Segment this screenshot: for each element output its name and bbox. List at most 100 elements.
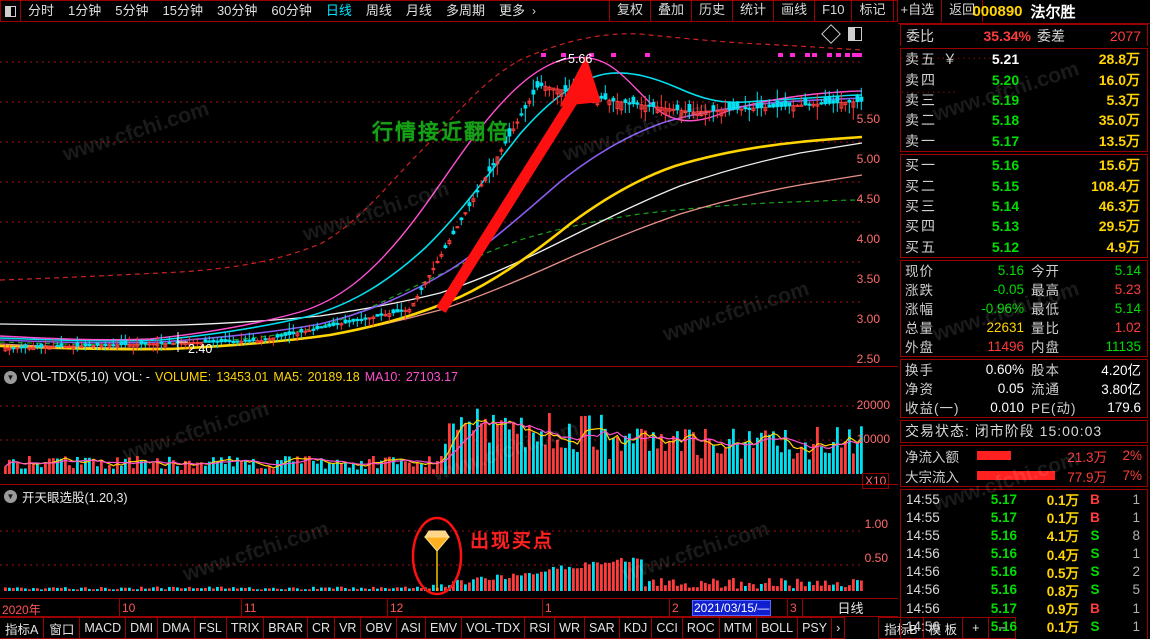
indicator-tab-wr[interactable]: WR	[554, 617, 585, 639]
volume-indicator-header: ▼ VOL-TDX(5,10) VOL: - VOLUME: 13453.01 …	[4, 370, 458, 384]
tick-row[interactable]: 14:55 5.17 0.1万 B 1	[901, 490, 1147, 509]
ask-volume-4: 35.0万	[1098, 112, 1140, 129]
period-tab-5[interactable]: 60分钟	[271, 3, 312, 18]
tool-button-8[interactable]: 返回	[941, 0, 984, 22]
tick-row[interactable]: 14:55 5.16 4.1万 S 8	[901, 526, 1147, 545]
tool-button-5[interactable]: F10	[814, 0, 853, 22]
stats-box: 现价 5.16 今开 5.14 涨跌 -0.05 最高 5.23 涨幅 -0.96% 最低 5.14 总…	[900, 259, 1148, 357]
selected-date-label[interactable]: 2021/03/15/—	[692, 600, 772, 616]
period-tab-3[interactable]: 15分钟	[162, 3, 203, 18]
period-tab-4[interactable]: 30分钟	[216, 3, 258, 18]
tick-row[interactable]: 14:56 5.16 0.1万 S 1	[901, 617, 1147, 636]
price-chart[interactable]	[0, 22, 898, 390]
period-tab-7[interactable]: 周线	[365, 3, 392, 18]
chart-period-label[interactable]: 日线	[802, 598, 898, 617]
tick-count: 1	[1132, 546, 1140, 562]
tick-row[interactable]: 15:005.165.8万 22	[901, 635, 1147, 639]
indicator-tab-trix[interactable]: TRIX	[225, 617, 265, 639]
big-indicator-name[interactable]: 开天眼选股(1.20,3)	[22, 491, 128, 505]
tool-button-2[interactable]: 历史	[691, 0, 734, 22]
bid-level-2[interactable]: 买二 5.15 108.4万	[901, 175, 1147, 195]
chevron-down-icon-vol[interactable]: ▼	[4, 370, 17, 384]
indicator-tab-dmi[interactable]: DMI	[125, 617, 159, 639]
period-tab-1[interactable]: 1分钟	[68, 3, 102, 18]
indicator-tab-vol-tdx[interactable]: VOL-TDX	[461, 617, 526, 639]
tick-volume: 0.9万	[1046, 602, 1079, 618]
indicator-tab-macd[interactable]: MACD	[79, 617, 127, 639]
bid-level-4[interactable]: 买四 5.13 29.5万	[901, 216, 1147, 236]
stat-key2-3: 量比	[1031, 321, 1060, 337]
tick-row[interactable]: 14:56 5.16 0.5万 S 2	[901, 563, 1147, 581]
signal-chart[interactable]	[0, 505, 898, 598]
indicator-tab-cr[interactable]: CR	[307, 617, 336, 639]
period-tab-2[interactable]: 5分钟	[115, 3, 149, 18]
layout-icon[interactable]	[1, 1, 21, 21]
stat-key-1: 涨跌	[905, 283, 934, 299]
indicator-tab-sar[interactable]: SAR	[583, 617, 620, 639]
indicator-tab-brar[interactable]: BRAR	[263, 617, 309, 639]
tick-list-box[interactable]: 14:55 5.17 0.1万 B 1 14:55 5.17 0.1万 B 1 14:55 5.16 4…	[900, 488, 1148, 639]
stat-value-1: -0.05	[993, 281, 1024, 297]
tool-button-4[interactable]: 画线	[773, 0, 816, 22]
ask-level-3[interactable]: 卖三 5.19 5.3万	[901, 90, 1147, 110]
ask-level-5[interactable]: 卖一 5.17 13.5万	[901, 131, 1147, 151]
tick-row[interactable]: 14:56 5.17 0.9万 B 1	[901, 599, 1147, 618]
tick-side: S	[1090, 546, 1100, 562]
bid-level-5[interactable]: 买五 5.12 4.9万	[901, 237, 1147, 257]
ask-level-4[interactable]: 卖二 5.18 35.0万	[901, 110, 1147, 130]
tick-time: 14:55	[906, 527, 940, 543]
indicator-tab-emv[interactable]: EMV	[425, 617, 463, 639]
ask-label-4: 卖二	[905, 112, 937, 129]
period-tab-6[interactable]: 日线	[325, 3, 352, 18]
time-tick-4	[542, 599, 543, 618]
indicator-tab-asi[interactable]: ASI	[395, 617, 427, 639]
stat-value2-4: 11135	[1105, 338, 1141, 354]
indicator-tab-fsl[interactable]: FSL	[193, 617, 227, 639]
ask-level-2[interactable]: 卖四 5.20 16.0万	[901, 69, 1147, 89]
period-tab-8[interactable]: 月线	[405, 3, 432, 18]
chevron-down-icon-big[interactable]: ▼	[4, 490, 17, 503]
indicator-tab-roc[interactable]: ROC	[681, 617, 720, 639]
weibi-box: 委比 35.34% 委差 2077	[900, 24, 1148, 46]
ask-level-1[interactable]: 卖五 ￥ 5.21 28.8万	[901, 49, 1147, 69]
tool-button-0[interactable]: 复权	[609, 0, 652, 22]
indicator-tab-dma[interactable]: DMA	[157, 617, 195, 639]
indicator-tab-mtm[interactable]: MTM	[718, 617, 758, 639]
indicator-tab-boll[interactable]: BOLL	[756, 617, 799, 639]
indicator-tab-cci[interactable]: CCI	[651, 617, 683, 639]
indicator-more-chevron-icon[interactable]: ›	[831, 617, 846, 639]
fundamental-value2-1: 3.80亿	[1101, 382, 1141, 398]
bottom-left-tab-1[interactable]: 窗口	[43, 617, 81, 639]
indicator-tab-obv[interactable]: OBV	[360, 617, 397, 639]
bid-price-3: 5.14	[991, 197, 1020, 214]
vol-indicator-name[interactable]: VOL-TDX(5,10)	[22, 370, 109, 384]
volume-chart[interactable]	[0, 388, 898, 480]
trend-arrow-annotation	[436, 56, 601, 313]
tick-side: B	[1090, 491, 1100, 507]
indicator-tab-psy[interactable]: PSY	[797, 617, 833, 639]
bid-label-2: 买二	[905, 177, 937, 194]
tool-button-1[interactable]: 叠加	[650, 0, 693, 22]
tick-volume: 0.1万	[1046, 511, 1079, 527]
period-tab-0[interactable]: 分时	[28, 3, 55, 18]
bid-volume-4: 29.5万	[1098, 218, 1140, 235]
panel-toggle-icon[interactable]	[848, 27, 862, 41]
tool-button-3[interactable]: 统计	[732, 0, 775, 22]
period-tab-10[interactable]: 更多	[498, 3, 525, 18]
tick-row[interactable]: 14:55 5.17 0.1万 B 1	[901, 508, 1147, 527]
period-tab-9[interactable]: 多周期	[445, 3, 485, 18]
volume-panel-separator	[0, 366, 898, 367]
tool-button-6[interactable]: 标记	[851, 0, 894, 22]
indicator-tab-kdj[interactable]: KDJ	[618, 617, 653, 639]
indicator-tab-rsi[interactable]: RSI	[524, 617, 556, 639]
tick-row[interactable]: 14:56 5.16 0.8万 S 5	[901, 581, 1147, 599]
stat-row-3: 总量 22631 量比 1.02	[901, 318, 1147, 337]
more-chevron-icon[interactable]: ›	[531, 4, 536, 18]
tick-count: 8	[1132, 527, 1140, 543]
bid-level-3[interactable]: 买三 5.14 46.3万	[901, 196, 1147, 216]
indicator-tab-vr[interactable]: VR	[334, 617, 362, 639]
bid-level-1[interactable]: 买一 5.16 15.6万	[901, 155, 1147, 175]
bid-volume-5: 4.9万	[1106, 238, 1140, 255]
bottom-left-tab-0[interactable]: 指标A	[0, 617, 45, 639]
tick-row[interactable]: 14:56 5.16 0.4万 S 1	[901, 544, 1147, 563]
